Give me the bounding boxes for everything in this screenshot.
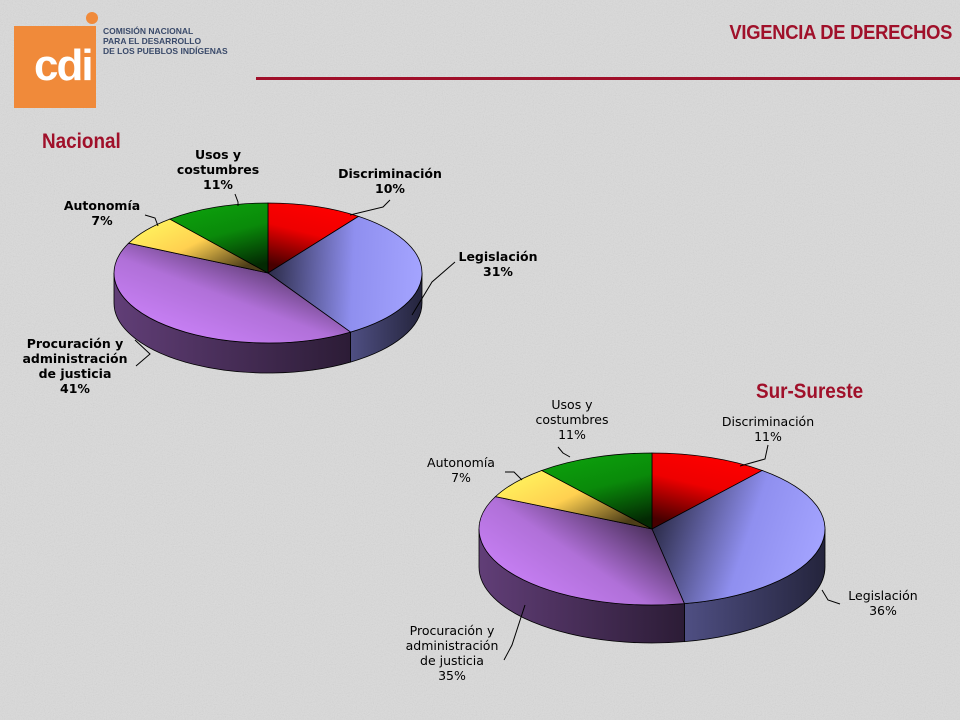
slice-label-line: 31% xyxy=(483,264,513,279)
slice-label-line: Legislación xyxy=(848,588,917,603)
leader-line xyxy=(503,604,526,661)
slice-label-line: 41% xyxy=(60,381,90,396)
slice-label-line: Procuración y xyxy=(410,623,495,638)
slice-label: Procuración y administración de justicia 35… xyxy=(406,623,499,683)
slice-label-line: 11% xyxy=(203,177,233,192)
leader-line xyxy=(144,214,159,227)
slice-label-line: 35% xyxy=(438,668,466,683)
organization-name: COMISIÓN NACIONAL PARA EL DESARROLLO DE … xyxy=(103,26,228,56)
slice-label: Usos y costumbres 11% xyxy=(535,397,608,442)
pie-slice-4 xyxy=(540,452,653,530)
pie-slice-4 xyxy=(168,202,269,274)
slice-label-line: Legislación xyxy=(458,249,537,264)
pie-1: Discriminación 11%Legislación 36%Procuraci… xyxy=(406,397,918,683)
slice-label: Discriminación 10% xyxy=(338,166,442,196)
slice-label-line: 10% xyxy=(375,181,405,196)
pie-slice-1 xyxy=(651,470,826,605)
chart-title-nacional: Nacional xyxy=(42,130,121,153)
cdi-logo: cdi xyxy=(14,26,96,108)
pie-slice-2 xyxy=(113,242,352,344)
org-line-1: COMISIÓN NACIONAL xyxy=(103,26,194,36)
slice-label: Usos y costumbres 11% xyxy=(177,147,259,192)
pie-slice-1 xyxy=(267,215,423,333)
leader-line xyxy=(134,339,151,367)
slice-label-line: costumbres xyxy=(177,162,259,177)
slice-label-line: costumbres xyxy=(535,412,608,427)
slice-label: Procuración y administración de justicia 41… xyxy=(22,336,127,396)
slice-label-line: Discriminación xyxy=(722,414,814,429)
slice-label-line: Procuración y xyxy=(27,336,124,351)
slice-label: Legislación 31% xyxy=(458,249,537,279)
slice-label: Discriminación 11% xyxy=(722,414,814,444)
pie-slice-0 xyxy=(651,452,764,530)
page-title: VIGENCIA DE DERECHOS xyxy=(729,22,952,44)
leader-line xyxy=(505,471,523,481)
leader-line xyxy=(349,199,391,216)
slice-label-line: 11% xyxy=(558,427,586,442)
slice-label-line: 7% xyxy=(91,213,113,228)
slice-label-line: Autonomía xyxy=(427,455,495,470)
slice-label-line: administración xyxy=(406,638,499,653)
leader-line xyxy=(411,261,456,316)
pie-slice-0 xyxy=(267,202,360,274)
slice-label: Legislación 36% xyxy=(848,588,917,618)
slice-label-line: Autonomía xyxy=(64,198,140,213)
slice-label: Autonomía 7% xyxy=(64,198,140,228)
leader-line xyxy=(821,589,841,605)
slice-label-line: Usos y xyxy=(551,397,593,412)
slice-label-line: administración xyxy=(22,351,127,366)
org-line-3: DE LOS PUEBLOS INDÍGENAS xyxy=(103,46,228,56)
slice-label-line: 36% xyxy=(869,603,897,618)
pie-slice-2 xyxy=(478,496,686,606)
title-divider xyxy=(256,77,960,80)
leader-line xyxy=(557,446,571,458)
logo-dot xyxy=(86,12,98,24)
slice-label-line: de justicia xyxy=(420,653,484,668)
slice-label-line: Discriminación xyxy=(338,166,442,181)
leader-line xyxy=(234,193,239,206)
logo-letters: cdi xyxy=(34,41,94,90)
slice-label: Autonomía 7% xyxy=(427,455,495,485)
pie-0: Discriminación 10% Legislación 31% Procuraci… xyxy=(22,147,537,396)
slice-label-line: 11% xyxy=(754,429,782,444)
chart-title-sur-sureste: Sur-Sureste xyxy=(756,380,864,403)
slice-label-line: de justicia xyxy=(39,366,112,381)
org-line-2: PARA EL DESARROLLO xyxy=(103,36,202,46)
slice-label-line: 7% xyxy=(451,470,471,485)
slice-label-line: Usos y xyxy=(195,147,241,162)
leader-line xyxy=(739,444,769,467)
